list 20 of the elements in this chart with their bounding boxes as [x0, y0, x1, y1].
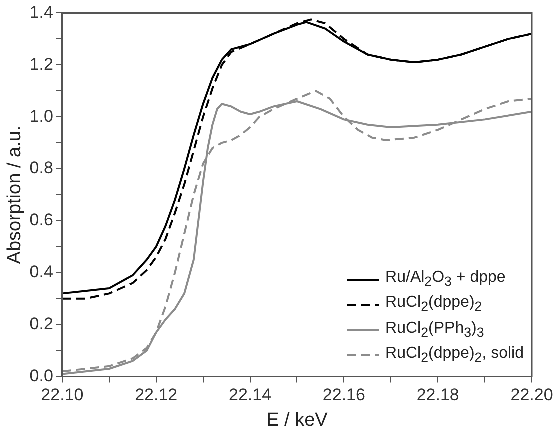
x-tick-label: 22.14: [228, 386, 272, 405]
y-tick-label: 1.0: [30, 106, 54, 126]
y-axis-title: Absorption / a.u.: [4, 126, 26, 264]
x-tick-label: 22.12: [135, 386, 178, 405]
y-tick-label: 1.2: [30, 54, 54, 74]
legend-label: Ru/Al$_{2}$O$_{3}$ + dppe: [386, 268, 506, 292]
y-tick-label: 0.8: [30, 158, 54, 178]
x-tick-label: 22.20: [510, 386, 554, 405]
x-tick-label: 22.16: [322, 386, 366, 405]
y-tick-label: 1.4: [30, 2, 54, 22]
legend-label: RuCl$_{2}$(PPh$_{3}$)$_{3}$: [386, 318, 484, 342]
x-tick-label: 22.10: [41, 386, 84, 405]
x-axis-title: E / keV: [266, 410, 328, 431]
y-tick-label: 0.2: [30, 314, 54, 334]
y-tick-label: 0.0: [30, 366, 54, 386]
legend-label: RuCl$_{2}$(dppe)$_{2}$: [386, 293, 482, 317]
legend-label: RuCl$_{2}$(dppe)$_{2}$, solid: [386, 344, 524, 367]
y-tick-label: 0.4: [30, 262, 54, 282]
x-tick-label: 22.18: [416, 386, 460, 405]
y-tick-label: 0.6: [30, 210, 54, 230]
